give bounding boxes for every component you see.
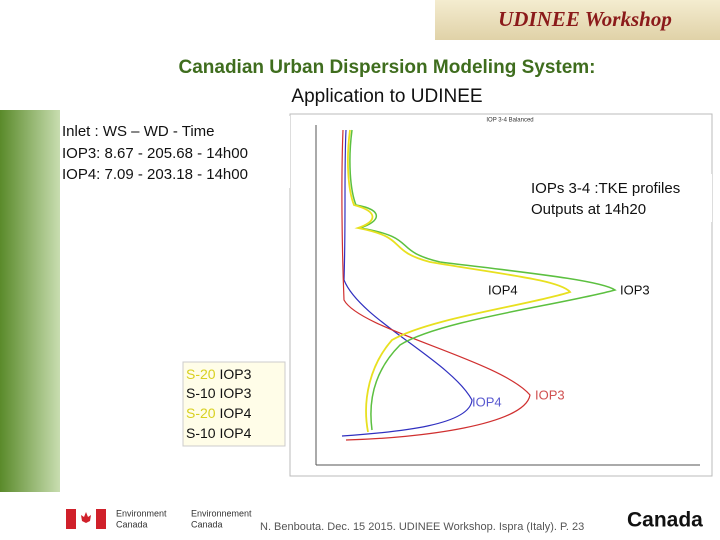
curve-label: IOP4: [488, 282, 518, 297]
legend-item: S-20 IOP3: [186, 366, 252, 382]
flag: [81, 512, 91, 523]
citation: N. Benbouta. Dec. 15 2015. UDINEE Worksh…: [260, 521, 584, 533]
dept: Canada: [116, 519, 148, 529]
annotation: Outputs at 14h20: [531, 201, 646, 218]
dept: Environnement: [191, 508, 252, 518]
dept: Environment: [116, 508, 167, 518]
inlet-line: IOP3: 8.67 - 205.68 - 14h00: [62, 145, 248, 162]
title: Canadian Urban Dispersion Modeling Syste…: [178, 57, 595, 78]
flag: [96, 509, 106, 529]
curve: [341, 129, 531, 441]
legend-box: [182, 361, 286, 447]
inlet-line: IOP4: 7.09 - 203.18 - 14h00: [62, 166, 248, 183]
wordmark: Canada: [627, 509, 703, 532]
curve: [349, 129, 617, 431]
side-band: [0, 110, 60, 492]
curve-label: IOP4: [472, 394, 502, 409]
plot-title: IOP 3-4 Balanced: [486, 118, 533, 124]
curve: [341, 129, 473, 437]
curve-label: IOP3: [535, 387, 565, 402]
inlet-line: Inlet : WS – WD - Time: [62, 123, 215, 140]
legend-item: S-10 IOP4: [186, 425, 252, 441]
annotation: IOPs 3-4 :TKE profiles: [531, 180, 680, 197]
title: Application to UDINEE: [291, 86, 482, 107]
curve-label: IOP3: [620, 282, 650, 297]
curve: [347, 129, 572, 433]
badge: UDINEE Workshop: [498, 7, 672, 31]
annotation-box: [528, 174, 712, 222]
legend-item: S-10 IOP3: [186, 385, 252, 401]
flag: [66, 509, 76, 529]
legend-item: S-20 IOP4: [186, 405, 252, 421]
badge-bg: [435, 0, 720, 40]
inlet-box: [60, 116, 290, 188]
dept: Canada: [191, 519, 223, 529]
